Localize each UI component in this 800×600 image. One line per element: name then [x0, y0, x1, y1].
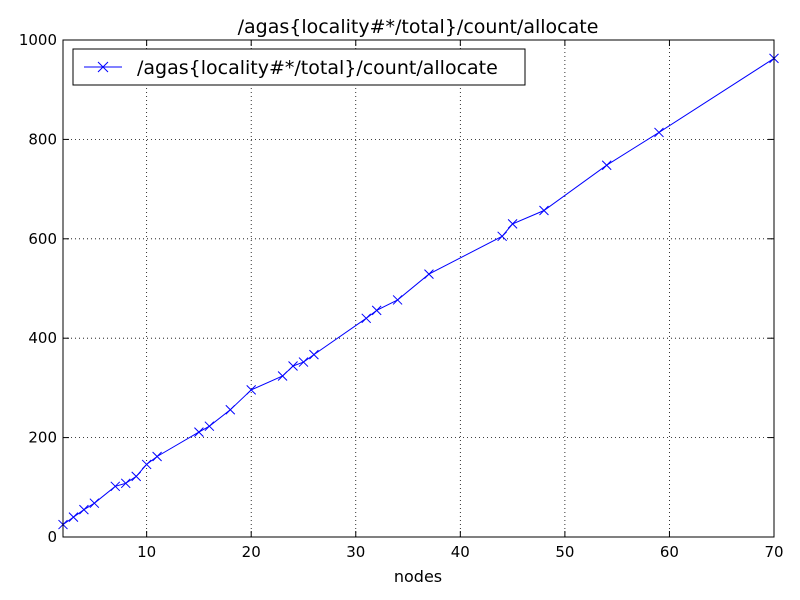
chart-title: /agas{locality#*/total}/count/allocate	[238, 16, 599, 38]
data-point	[68, 512, 79, 522]
data-point	[654, 127, 664, 138]
data-point	[497, 231, 508, 242]
legend-marker-icon	[97, 61, 109, 73]
y-tick-label: 200	[28, 429, 57, 447]
data-point	[288, 361, 298, 371]
y-tick-label: 800	[28, 130, 57, 148]
data-point	[246, 385, 257, 395]
y-tick-label: 600	[28, 230, 57, 248]
legend-box	[72, 48, 526, 86]
x-axis-label: nodes	[394, 567, 442, 586]
data-point	[204, 421, 215, 432]
data-point	[539, 205, 549, 216]
x-tick-label: 70	[764, 543, 783, 561]
data-point	[131, 471, 142, 482]
y-tick-label: 1000	[19, 31, 57, 49]
x-tick-label: 20	[242, 543, 261, 561]
x-tick-label: 30	[346, 543, 365, 561]
data-point	[120, 478, 131, 489]
data-point	[141, 459, 152, 470]
x-tick-label: 10	[137, 543, 156, 561]
plot-frame	[62, 39, 775, 538]
grid	[63, 40, 774, 537]
data-point	[424, 269, 434, 279]
data-point	[361, 313, 372, 324]
data-point	[309, 349, 319, 360]
data-point	[194, 427, 204, 437]
data-point	[110, 481, 121, 492]
data-point	[371, 305, 382, 316]
data-point	[152, 451, 162, 462]
legend: /agas{locality#*/total}/count/allocate	[72, 48, 526, 86]
y-tick-label: 400	[28, 329, 57, 347]
data-point	[392, 295, 403, 305]
data-point	[507, 219, 518, 229]
y-tick-label: 0	[47, 528, 57, 546]
legend-label: /agas{locality#*/total}/count/allocate	[137, 57, 498, 79]
x-tick-label: 50	[555, 543, 574, 561]
x-tick-label: 40	[451, 543, 470, 561]
data-point	[298, 357, 309, 367]
data-point	[277, 371, 288, 381]
data-point	[89, 498, 100, 509]
axis-ticks: 10 20 30 40 50 60 70 0 200 400 600 800 1000	[19, 31, 784, 561]
data-point	[601, 160, 612, 171]
x-tick-label: 60	[660, 543, 679, 561]
data-point	[225, 404, 236, 415]
data-point	[79, 504, 89, 515]
